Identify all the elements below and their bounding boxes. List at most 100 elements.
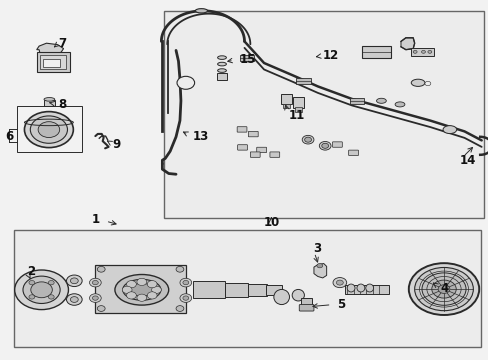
Text: 5: 5 [337,298,345,311]
Bar [361,46,390,58]
Circle shape [15,270,68,310]
Circle shape [427,50,431,53]
Circle shape [89,278,101,287]
Circle shape [414,267,472,311]
Bar [43,59,60,67]
Text: 15: 15 [239,53,255,66]
Circle shape [92,296,98,300]
Circle shape [38,122,60,138]
Ellipse shape [442,126,456,134]
Circle shape [126,280,136,288]
Circle shape [437,285,449,293]
Bar [283,104,289,108]
Circle shape [421,50,425,53]
Text: 6: 6 [5,130,13,143]
Circle shape [122,286,132,293]
Circle shape [176,266,183,272]
Ellipse shape [273,289,289,305]
Circle shape [176,306,183,311]
Bar [95,265,185,313]
Ellipse shape [217,62,226,66]
Bar [17,106,81,152]
Bar [281,94,291,104]
Circle shape [126,292,136,299]
Text: 4: 4 [439,282,447,294]
Circle shape [180,278,191,287]
Bar [193,281,224,298]
FancyBboxPatch shape [269,152,279,157]
Polygon shape [313,264,326,278]
Ellipse shape [365,284,373,292]
Bar [349,98,364,104]
FancyBboxPatch shape [237,127,246,132]
Ellipse shape [376,98,386,103]
Circle shape [319,141,330,150]
Bar [14,230,480,347]
Circle shape [304,137,311,142]
Bar [410,48,433,56]
FancyBboxPatch shape [332,142,342,147]
Ellipse shape [217,75,226,79]
Circle shape [316,264,322,268]
Circle shape [29,280,35,285]
Bar [344,285,388,294]
Ellipse shape [217,69,226,72]
FancyBboxPatch shape [248,131,258,137]
Polygon shape [400,38,414,50]
FancyBboxPatch shape [237,145,247,150]
Bar [163,11,483,218]
Circle shape [431,280,455,298]
Circle shape [321,143,328,148]
Text: 10: 10 [263,216,279,229]
FancyBboxPatch shape [250,152,260,157]
Circle shape [66,275,82,287]
Text: 9: 9 [112,138,121,150]
Circle shape [97,306,105,311]
Text: 3: 3 [312,242,321,255]
Circle shape [412,50,416,53]
Bar [239,55,254,61]
Circle shape [137,278,146,285]
Ellipse shape [346,284,354,292]
Ellipse shape [130,283,153,296]
Circle shape [23,276,60,303]
Circle shape [30,116,67,143]
Text: 11: 11 [288,109,304,122]
Circle shape [151,286,161,293]
Bar [248,284,266,296]
Circle shape [97,266,105,272]
Circle shape [177,76,194,89]
Text: 14: 14 [459,154,475,167]
Circle shape [147,292,157,299]
Ellipse shape [356,284,364,292]
Circle shape [332,278,346,288]
Circle shape [89,294,101,302]
Bar [40,55,65,69]
Circle shape [70,297,78,302]
Circle shape [31,282,52,298]
Circle shape [48,295,54,299]
Circle shape [183,280,188,285]
Circle shape [336,280,343,285]
Circle shape [183,296,188,300]
Circle shape [302,135,313,144]
Circle shape [424,81,430,86]
Circle shape [92,280,98,285]
FancyBboxPatch shape [256,147,266,153]
Ellipse shape [291,289,304,301]
Text: 2: 2 [27,265,35,278]
Bar [265,285,281,295]
Ellipse shape [410,79,424,86]
Ellipse shape [394,102,404,107]
FancyBboxPatch shape [348,150,358,156]
Circle shape [421,273,465,305]
Text: 8: 8 [59,98,67,111]
Bar [295,78,310,84]
Circle shape [180,294,191,302]
Text: 1: 1 [92,213,100,226]
Bar [217,73,226,80]
Text: 13: 13 [193,130,209,143]
FancyBboxPatch shape [299,305,313,311]
Bar [224,283,248,297]
Circle shape [48,280,54,285]
